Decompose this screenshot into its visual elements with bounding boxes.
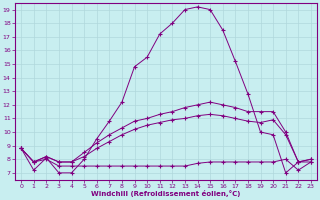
- X-axis label: Windchill (Refroidissement éolien,°C): Windchill (Refroidissement éolien,°C): [91, 190, 241, 197]
